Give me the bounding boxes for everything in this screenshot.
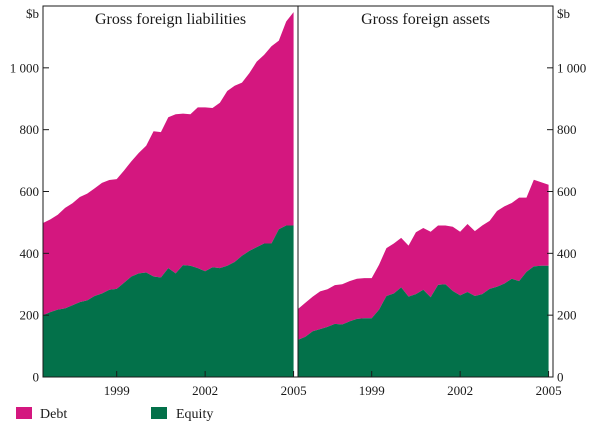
debt-area-panel-1 <box>43 12 294 316</box>
x-tick-label-panel-2-2005: 2005 <box>536 383 562 398</box>
y-tick-label-right-800: 800 <box>557 122 577 137</box>
equity-area-panel-1 <box>43 225 294 377</box>
y-tick-label-right-400: 400 <box>557 246 577 261</box>
legend-label-debt: Debt <box>40 407 67 422</box>
legend-label-equity: Equity <box>176 407 213 422</box>
y-tick-label-right-0: 0 <box>557 370 564 385</box>
x-tick-label-panel-1-2002: 2002 <box>192 383 218 398</box>
x-tick-label-panel-1-1999: 1999 <box>104 383 130 398</box>
legend-swatch-equity <box>151 407 167 419</box>
y-tick-label-left-800: 800 <box>20 122 40 137</box>
x-tick-label-panel-2-2002: 2002 <box>447 383 473 398</box>
panel-title-1: Gross foreign liabilities <box>95 11 246 28</box>
x-tick-label-panel-1-2005: 2005 <box>281 383 307 398</box>
y-tick-label-right-600: 600 <box>557 184 577 199</box>
unit-label-left: $b <box>26 6 39 21</box>
y-tick-label-right-1000: 1 000 <box>557 60 586 75</box>
y-tick-label-left-0: 0 <box>33 370 40 385</box>
unit-label-right: $b <box>557 6 570 21</box>
legend-swatch-debt <box>16 407 32 419</box>
y-tick-label-left-600: 600 <box>20 184 40 199</box>
y-tick-label-left-200: 200 <box>20 308 40 323</box>
debt-area-panel-2 <box>298 179 549 340</box>
y-tick-label-left-1000: 1 000 <box>10 60 39 75</box>
equity-area-panel-2 <box>298 265 549 377</box>
y-tick-label-left-400: 400 <box>20 246 40 261</box>
panel-title-2: Gross foreign assets <box>361 11 490 28</box>
y-tick-label-right-200: 200 <box>557 308 577 323</box>
x-tick-label-panel-2-1999: 1999 <box>359 383 385 398</box>
